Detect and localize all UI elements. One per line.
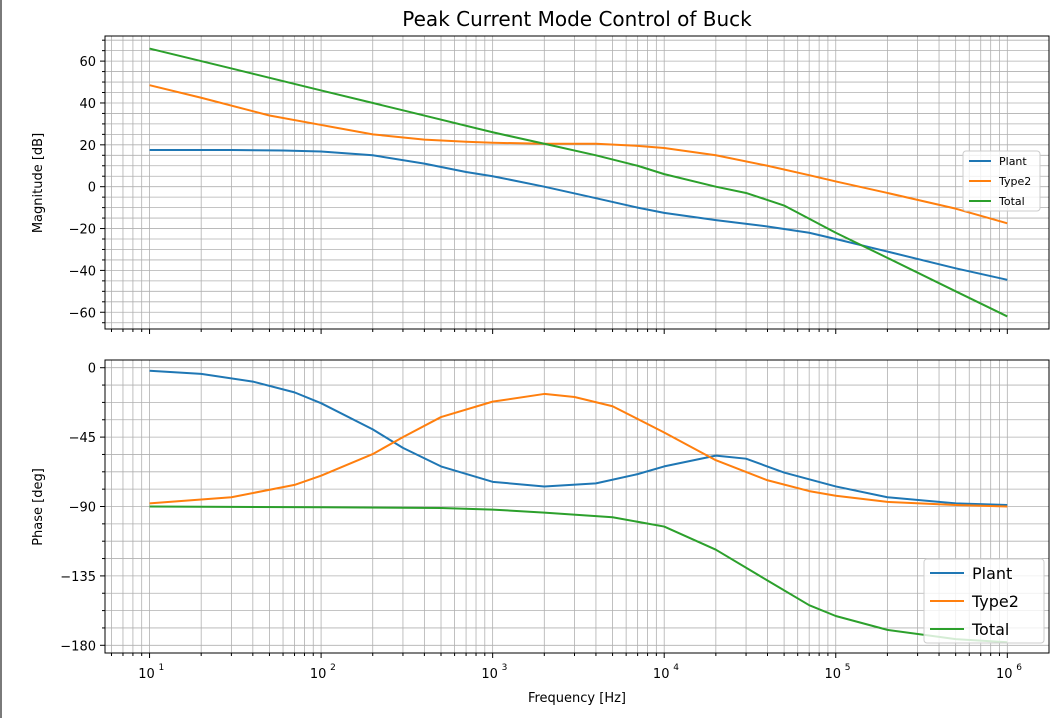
phase-axis-label: Phase [deg] <box>31 468 46 546</box>
x-tick-exponent: 2 <box>330 663 336 673</box>
window-left-edge <box>0 0 2 718</box>
x-tick-exponent: 5 <box>845 663 851 673</box>
y-tick-label: −20 <box>69 223 96 238</box>
series-line-total <box>149 505 1008 644</box>
chart-title: Peak Current Mode Control of Buck <box>402 7 752 31</box>
y-tick-label: 60 <box>79 55 96 70</box>
subplot-magnitude: 60 40 20 0 −20 −40 −60 Plant Type2 Total <box>69 35 1050 334</box>
x-tick-label: 10 <box>996 667 1013 682</box>
legend-label: Type2 <box>998 175 1031 188</box>
x-tick-label: 10 <box>481 667 498 682</box>
legend: Plant Type2 Total <box>923 558 1045 644</box>
x-tick-label: 10 <box>824 667 841 682</box>
y-tick-label: 0 <box>88 362 96 377</box>
axes-frame <box>104 35 1050 330</box>
series-line-type2 <box>149 84 1008 225</box>
y-tick-label: 0 <box>88 181 96 196</box>
magnitude-axis-label: Magnitude [dB] <box>31 133 46 233</box>
x-tick-label: 10 <box>138 667 155 682</box>
legend: Plant Type2 Total <box>962 150 1041 212</box>
x-tick-exponent: 1 <box>159 663 165 673</box>
x-tick-exponent: 6 <box>1016 663 1022 673</box>
legend-label: Plant <box>972 564 1012 583</box>
legend-box <box>962 150 1041 212</box>
y-tick-label: −180 <box>60 639 96 654</box>
series-line-total <box>149 47 1008 318</box>
y-tick-label: −40 <box>69 264 96 279</box>
series-line-plant <box>149 369 1008 506</box>
legend-label: Total <box>971 620 1009 639</box>
x-tick-label: 10 <box>653 667 670 682</box>
x-tick-exponent: 3 <box>502 663 508 673</box>
subplot-phase: 0 −45 −90 −135 −180 Plant Type2 Total <box>60 359 1050 658</box>
x-axis-label: Frequency [Hz] <box>528 691 626 706</box>
y-tick-label: 40 <box>79 97 96 112</box>
x-tick-labels: 10 1 10 2 10 3 10 4 10 5 10 6 <box>138 663 1022 682</box>
y-tick-label: −60 <box>69 306 96 321</box>
series-line-type2 <box>149 392 1008 508</box>
x-tick-exponent: 4 <box>673 663 679 673</box>
legend-label: Total <box>998 195 1025 208</box>
y-tick-label: 20 <box>79 139 96 154</box>
y-tick-label: −135 <box>60 570 96 585</box>
x-tick-label: 10 <box>310 667 327 682</box>
y-tick-label: −45 <box>69 431 96 446</box>
y-tick-label: −90 <box>69 501 96 516</box>
legend-label: Plant <box>999 155 1027 168</box>
axes-frame <box>104 359 1050 654</box>
series-line-plant <box>149 149 1008 281</box>
legend-label: Type2 <box>971 592 1019 611</box>
legend-box <box>923 558 1045 644</box>
